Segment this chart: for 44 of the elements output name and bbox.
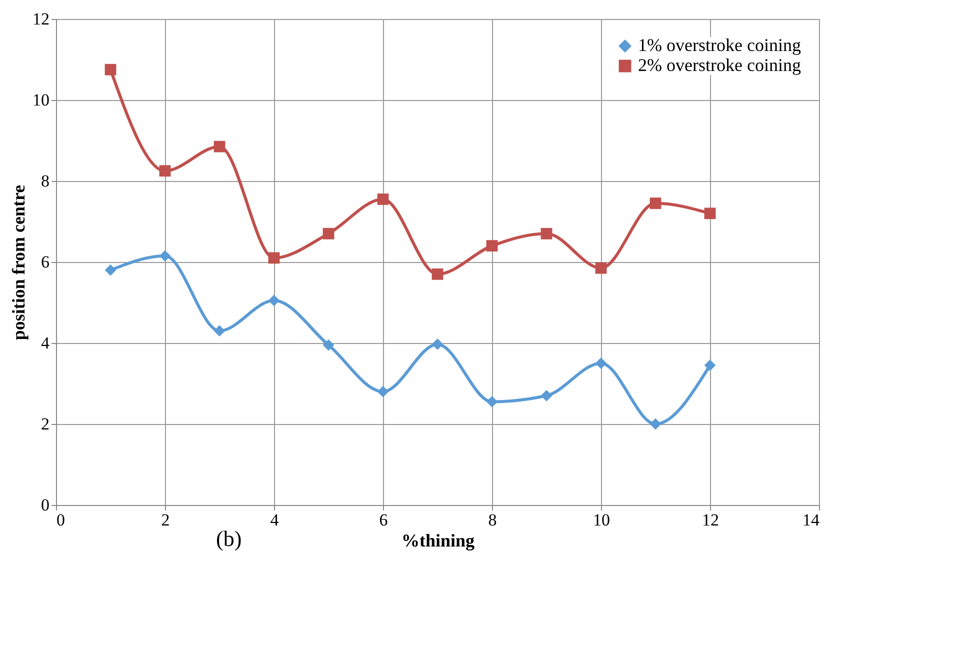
point <box>322 339 334 351</box>
point <box>486 396 498 408</box>
y-axis-title: position from centre <box>8 184 28 340</box>
x-tick-label: 6 <box>379 510 388 530</box>
text: (b) <box>216 526 242 551</box>
y-tick-label: 0 <box>41 496 50 514</box>
x-tick-label: 2 <box>161 510 170 530</box>
point <box>540 228 552 240</box>
point <box>159 250 171 262</box>
point <box>104 264 116 276</box>
legend-label: 1% overstroke coining <box>638 35 801 55</box>
point <box>540 390 552 402</box>
x-tick-label: 8 <box>488 510 497 530</box>
y-tick-label: 2 <box>41 414 50 434</box>
x-tick-label: 0 <box>56 510 65 530</box>
point <box>377 386 389 398</box>
x-tick-label: 4 <box>270 510 280 530</box>
x-tick-label: 10 <box>593 510 610 530</box>
point <box>214 140 226 152</box>
point <box>432 338 444 350</box>
point <box>486 240 498 252</box>
point <box>650 198 662 209</box>
point <box>104 64 116 76</box>
y-tick-label: 10 <box>32 90 50 110</box>
y-tick-label: 6 <box>41 252 50 272</box>
point <box>268 294 280 306</box>
y-tick-label: 12 <box>32 10 50 28</box>
point <box>595 262 607 274</box>
point <box>650 418 662 430</box>
point <box>377 194 389 205</box>
point <box>704 208 716 220</box>
point <box>214 325 226 337</box>
point <box>595 358 607 369</box>
x-tick-label: 12 <box>702 510 719 530</box>
legend-label: 2% overstroke coining <box>638 55 801 75</box>
point <box>704 360 716 371</box>
x-tick-label: 14 <box>802 510 820 530</box>
point <box>268 252 280 264</box>
point <box>432 268 444 280</box>
y-tick-label: 4 <box>41 334 50 352</box>
point <box>159 165 171 177</box>
x-axis-title: %thining <box>401 530 475 550</box>
point <box>322 228 334 240</box>
y-tick-label: 8 <box>41 172 50 190</box>
